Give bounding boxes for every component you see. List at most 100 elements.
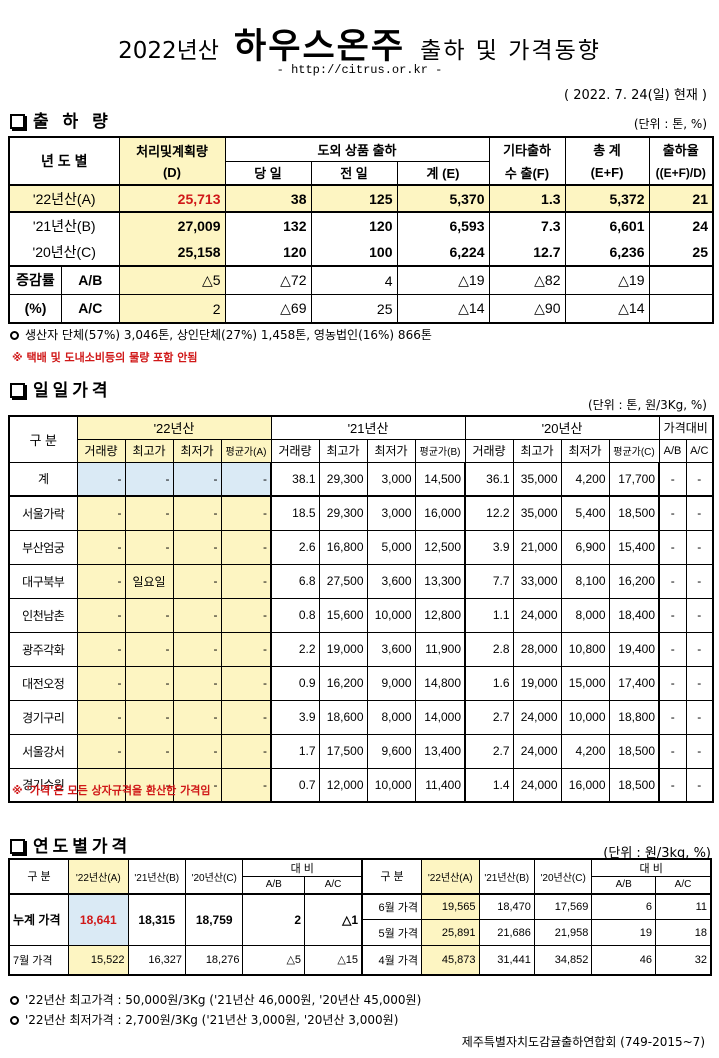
cell-ab: - bbox=[658, 495, 687, 531]
header-avg-c: 평균가(C) bbox=[608, 438, 660, 463]
cell-a20: 17,400 bbox=[608, 665, 660, 701]
cell-l22: - bbox=[172, 495, 222, 531]
cell-l22: - bbox=[172, 733, 222, 769]
market-name: 서울가락 bbox=[8, 495, 78, 531]
table-row: '21년산(B) 27,009 132 120 6,593 7.3 6,601 … bbox=[8, 211, 714, 239]
price-note: ※ '가격'은 모든 상자규격을 환산한 가격임 bbox=[12, 784, 211, 797]
cell-prev: 25 bbox=[310, 294, 398, 324]
cell-h20: 28,000 bbox=[512, 631, 562, 667]
website-url[interactable]: - http://citrus.or.kr - bbox=[276, 63, 443, 77]
cell-ac: △15 bbox=[304, 945, 363, 975]
cell-b: 16,327 bbox=[127, 945, 187, 975]
cell-a21: 12,800 bbox=[414, 597, 466, 633]
cell-c: 17,569 bbox=[533, 893, 593, 920]
cell-ab: 46 bbox=[591, 945, 656, 975]
table-row: 증감률 A/B △5 △72 4 △19 △82 △19 bbox=[8, 265, 714, 295]
cell-ac: - bbox=[685, 699, 714, 735]
header-sum-sub: (E+F) bbox=[564, 161, 650, 186]
cell-v22: - bbox=[76, 699, 126, 735]
cell-a22: - bbox=[220, 631, 272, 667]
header-y21: '21년산 bbox=[270, 415, 466, 440]
checkbox-icon bbox=[10, 839, 25, 854]
checkbox-icon bbox=[10, 114, 25, 129]
cell-h21: 16,200 bbox=[318, 665, 368, 701]
header-today: 당 일 bbox=[224, 160, 312, 186]
cell-c: 34,852 bbox=[533, 945, 593, 975]
cell-v20: 1.4 bbox=[464, 767, 514, 803]
cell-rate: 24 bbox=[648, 211, 714, 239]
producer-note: 생산자 단체(57%) 3,046톤, 상인단체(27%) 1,458톤, 영농… bbox=[10, 326, 432, 343]
cell-a20: 18,500 bbox=[608, 495, 660, 531]
header-y22: '22년산 bbox=[76, 415, 272, 440]
cell-plan: △5 bbox=[118, 265, 226, 295]
cell-v21: 6.8 bbox=[270, 563, 320, 599]
cell-v22: - bbox=[76, 495, 126, 531]
change-ratio: A/C bbox=[78, 300, 103, 316]
header-vol: 거래량 bbox=[270, 438, 320, 463]
header-y20: '20년산 bbox=[464, 415, 660, 440]
cell-a22: - bbox=[220, 597, 272, 633]
cell-ab: - bbox=[658, 767, 687, 803]
table-row: 7월 가격 15,522 16,327 18,276 △5 △15 4월 가격 … bbox=[8, 945, 712, 975]
header-hi: 최고가 bbox=[318, 438, 368, 463]
title-product: 하우스온주 bbox=[234, 27, 406, 67]
cell-a: 15,522 bbox=[68, 945, 129, 975]
cell-l20: 10,000 bbox=[560, 699, 610, 735]
cell-a22: - bbox=[220, 767, 272, 803]
daily-price-table: 구 분 '22년산 '21년산 '20년산 가격대비 거래량 최고가 최저가 평… bbox=[8, 415, 715, 803]
cell-l20: 8,100 bbox=[560, 563, 610, 599]
section-title-shipment: 출 하 량 bbox=[10, 107, 112, 132]
cell-rate bbox=[648, 265, 714, 295]
cell-a20: 16,200 bbox=[608, 563, 660, 599]
cell-b: 18,315 bbox=[127, 893, 187, 946]
header-ab: A/B bbox=[242, 876, 306, 894]
header-ab: A/B bbox=[591, 876, 656, 894]
cell-plan: 27,009 bbox=[118, 211, 226, 239]
as-of-date: ( 2022. 7. 24(일) 현재 ) bbox=[564, 88, 707, 103]
cell-h20: 35,000 bbox=[512, 495, 562, 531]
max-price-note: '22년산 최고가격 : 50,000원/3Kg ('21년산 46,000원,… bbox=[10, 991, 421, 1008]
cell-l22: - bbox=[172, 767, 222, 803]
cell-l21: 10,000 bbox=[366, 597, 416, 633]
cell-v21: 1.7 bbox=[270, 733, 320, 769]
cell-v21: 2.2 bbox=[270, 631, 320, 667]
cell-h21: 19,000 bbox=[318, 631, 368, 667]
cell-export: △82 bbox=[488, 265, 566, 295]
table-row: 서울가락 - - - -18.5 29,300 3,000 16,000 12.2 35,000 5… bbox=[8, 495, 714, 531]
cell-v21: 38.1 bbox=[270, 461, 320, 497]
cell-h22: 일요일 bbox=[124, 563, 174, 599]
cell-ac: - bbox=[685, 563, 714, 599]
header-ab: A/B bbox=[658, 438, 687, 463]
cell-today: △72 bbox=[224, 265, 312, 295]
cell-sum: 5,372 bbox=[564, 184, 650, 213]
header-y21-left: '21년산(B) bbox=[127, 858, 187, 894]
header-lo: 최저가 bbox=[366, 438, 416, 463]
cell-h20: 24,000 bbox=[512, 699, 562, 735]
cell-h21: 27,500 bbox=[318, 563, 368, 599]
cell-v21: 0.7 bbox=[270, 767, 320, 803]
header-gubun-left: 구 분 bbox=[8, 858, 70, 894]
cell-ab: - bbox=[658, 529, 687, 565]
delivery-note: ※ 택배 및 도내소비등의 물량 포함 안됨 bbox=[12, 351, 198, 364]
cell-ab: △5 bbox=[242, 945, 306, 975]
cell-h22: - bbox=[124, 733, 174, 769]
cell-a22: - bbox=[220, 665, 272, 701]
row-label: 누계 가격 bbox=[8, 893, 70, 946]
cell-ab: - bbox=[658, 733, 687, 769]
market-name: 광주각화 bbox=[8, 631, 78, 667]
market-name: 서울강서 bbox=[8, 733, 78, 769]
shipment-unit: (단위 : 톤, %) bbox=[633, 117, 707, 131]
cell-a21: 13,300 bbox=[414, 563, 466, 599]
shipment-table: 년 도 별 처리및계획량 도외 상품 출하 기타출하 총 계 출하율 (D) 당… bbox=[8, 136, 714, 324]
market-name: 계 bbox=[8, 461, 78, 497]
cell-v22: - bbox=[76, 529, 126, 565]
cell-a20: 19,400 bbox=[608, 631, 660, 667]
header-other: 기타출하 bbox=[488, 136, 566, 161]
header-prev: 전 일 bbox=[310, 160, 398, 186]
header-y22-right: '22년산(A) bbox=[421, 858, 480, 894]
header-compare-right: 대 비 bbox=[591, 858, 712, 877]
row-year: '20년산(C) bbox=[8, 239, 120, 267]
cell-a21: 14,500 bbox=[414, 461, 466, 497]
cell-h22: - bbox=[124, 461, 174, 497]
cell-v20: 7.7 bbox=[464, 563, 514, 599]
